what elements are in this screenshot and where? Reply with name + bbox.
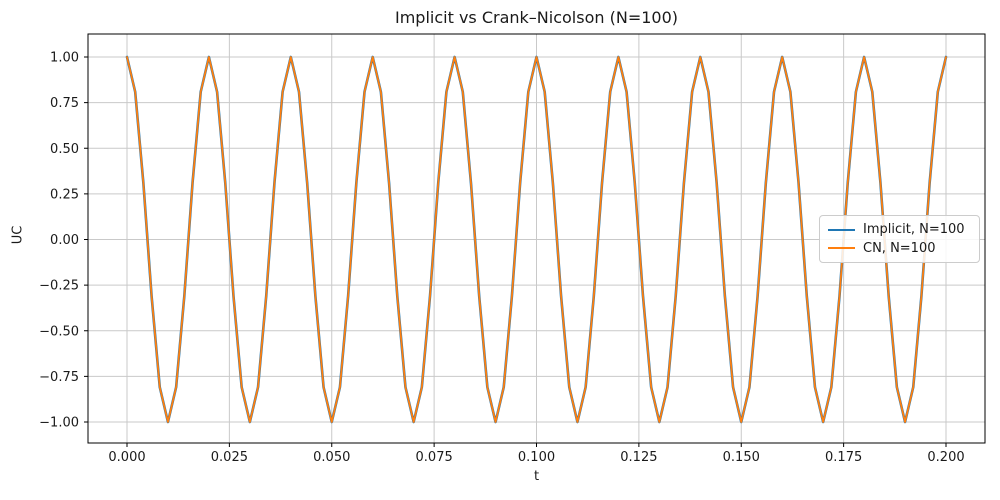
legend-label-cn: CN, N=100 — [863, 240, 936, 256]
legend-line-implicit-icon — [828, 228, 855, 231]
legend-item-cn: CN, N=100 — [828, 241, 971, 256]
x-tick-label: 0.100 — [518, 450, 555, 465]
y-tick-label: −1.00 — [39, 416, 79, 431]
y-tick-label: 1.00 — [50, 51, 79, 66]
chart-title: Implicit vs Crank–Nicolson (N=100) — [395, 8, 678, 27]
legend: Implicit, N=100 CN, N=100 — [819, 215, 980, 263]
y-tick-label: 0.75 — [50, 96, 79, 111]
legend-label-implicit: Implicit, N=100 — [863, 222, 965, 238]
x-tick-label: 0.125 — [620, 450, 657, 465]
x-tick-label: 0.175 — [825, 450, 862, 465]
x-tick-label: 0.000 — [108, 450, 145, 465]
y-tick-label: 0.50 — [50, 142, 79, 157]
legend-line-cn-icon — [828, 247, 855, 250]
legend-item-implicit: Implicit, N=100 — [828, 222, 971, 237]
y-tick-label: 0.25 — [50, 187, 79, 202]
series-line-cn — [126, 56, 947, 423]
y-tick-label: 0.00 — [50, 233, 79, 248]
x-tick-label: 0.075 — [416, 450, 453, 465]
x-tick-label: 0.200 — [927, 450, 964, 465]
x-axis-label: t — [533, 469, 540, 484]
y-tick-label: −0.75 — [39, 370, 79, 385]
y-axis-label: UC — [10, 225, 26, 245]
y-tick-label: −0.50 — [39, 324, 79, 339]
y-tick-label: −0.25 — [39, 279, 79, 294]
x-tick-label: 0.050 — [313, 450, 350, 465]
x-tick-label: 0.025 — [211, 450, 248, 465]
x-tick-label: 0.150 — [723, 450, 760, 465]
